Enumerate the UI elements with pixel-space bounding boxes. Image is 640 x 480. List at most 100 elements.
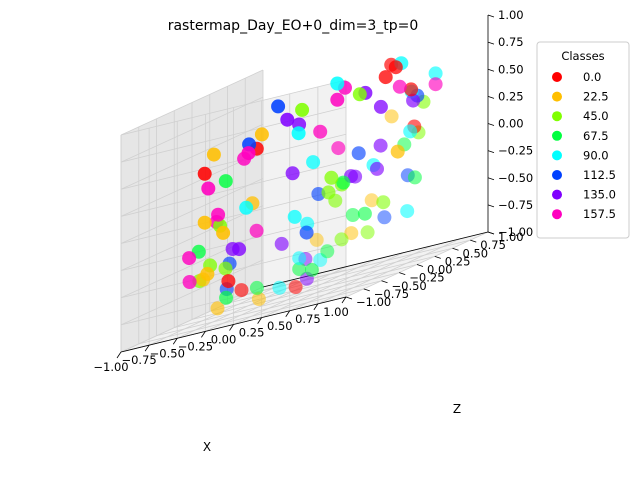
scatter-point bbox=[373, 138, 388, 153]
left-grid-line bbox=[120, 79, 347, 136]
scatter-point bbox=[292, 262, 307, 277]
scatter-point bbox=[406, 93, 421, 108]
scatter-point bbox=[351, 146, 366, 161]
scatter-point bbox=[390, 144, 405, 159]
legend-title: Classes bbox=[561, 49, 604, 63]
scatter-point bbox=[292, 251, 307, 266]
tick-mark bbox=[452, 247, 459, 251]
legend-marker bbox=[552, 150, 562, 161]
scatter-point bbox=[280, 112, 295, 127]
back-grid-line bbox=[120, 123, 264, 190]
tick-mark bbox=[487, 123, 495, 126]
tick-mark bbox=[172, 338, 178, 345]
scatter-point bbox=[210, 301, 225, 316]
scatter-point bbox=[241, 146, 256, 161]
left-grid-line bbox=[120, 106, 347, 163]
scatter-point bbox=[392, 79, 407, 94]
z-tick-label: 0.50 bbox=[498, 62, 524, 76]
left-grid-line bbox=[120, 133, 347, 190]
scatter-point bbox=[360, 225, 375, 240]
scatter-point bbox=[345, 208, 360, 222]
legend-marker bbox=[552, 189, 562, 200]
legend-label: 67.5 bbox=[583, 129, 609, 143]
scatter-point bbox=[352, 87, 367, 102]
scatter-point bbox=[200, 266, 215, 281]
x-tick-label: 1.00 bbox=[323, 305, 349, 319]
tick-mark bbox=[285, 310, 291, 317]
x-tick-label: −0.75 bbox=[121, 353, 156, 367]
scatter-point bbox=[378, 70, 393, 85]
scatter-point bbox=[404, 82, 419, 97]
back-grid-line bbox=[120, 69, 264, 136]
scatter-point bbox=[234, 283, 249, 298]
scatter-point bbox=[272, 280, 287, 295]
scatter-point bbox=[330, 76, 345, 91]
scatter-point bbox=[321, 185, 336, 200]
legend-label: 157.5 bbox=[583, 207, 616, 221]
scatter-point bbox=[211, 207, 226, 222]
back-grid-line bbox=[120, 96, 264, 163]
scatter-point bbox=[370, 161, 384, 176]
scatter-point bbox=[197, 166, 212, 181]
tick-mark bbox=[313, 303, 319, 311]
tick-mark bbox=[144, 344, 150, 352]
legend-label: 22.5 bbox=[583, 90, 609, 104]
x-tick-label: 0.00 bbox=[211, 333, 237, 347]
z-tick-label: −0.75 bbox=[498, 198, 533, 212]
scatter-point bbox=[403, 124, 418, 139]
scatter-point bbox=[295, 102, 310, 117]
tick-mark bbox=[470, 239, 477, 243]
scatter-point bbox=[388, 60, 403, 75]
legend-frame bbox=[536, 41, 630, 239]
x-tick-label: −1.00 bbox=[93, 360, 128, 374]
z-tick-label: −0.25 bbox=[498, 144, 533, 158]
tick-mark bbox=[487, 150, 495, 154]
scatter-point bbox=[249, 280, 264, 295]
floor-grid-line bbox=[261, 252, 404, 318]
tick-mark bbox=[341, 296, 347, 304]
y-tick-label: −0.50 bbox=[392, 279, 427, 293]
left-grid-line bbox=[120, 160, 347, 217]
legend-label: 45.0 bbox=[583, 109, 609, 123]
scatter-point bbox=[287, 209, 302, 224]
scatter-point bbox=[249, 223, 264, 238]
tick-mark bbox=[487, 231, 495, 235]
scatter-point bbox=[336, 175, 351, 190]
scatter-point bbox=[232, 242, 247, 257]
left-grid-line bbox=[120, 188, 347, 244]
scatter-point bbox=[407, 170, 422, 185]
y-tick-label: 1.00 bbox=[498, 230, 524, 244]
floor-grid-line bbox=[289, 245, 432, 312]
scatter-point bbox=[377, 210, 392, 225]
scatter-point bbox=[331, 141, 346, 156]
scatter-point bbox=[304, 262, 319, 277]
scatter-point bbox=[251, 292, 266, 306]
scatter-point bbox=[206, 147, 221, 162]
legend-label: 90.0 bbox=[583, 148, 609, 162]
floor-grid-line bbox=[174, 272, 400, 329]
y-tick-label: 0.50 bbox=[463, 246, 489, 260]
z-tick-label: −0.50 bbox=[498, 171, 533, 185]
scatter-point bbox=[313, 124, 328, 139]
scatter-point bbox=[299, 225, 314, 240]
scatter-point bbox=[271, 99, 286, 114]
tick-labels: −1.00−0.75−0.50−0.250.00 0.25 0.50 0.75 1.00… bbox=[93, 8, 533, 374]
scatter-point bbox=[364, 193, 379, 208]
legend: Classes 0.0 22.5 45.0 67.5 90.0 112.5 135.0 157… bbox=[536, 41, 630, 239]
floor-grid-line bbox=[317, 238, 461, 305]
data-points bbox=[182, 56, 443, 316]
legend-label: 112.5 bbox=[583, 168, 616, 182]
scatter-point bbox=[400, 204, 415, 219]
tick-mark bbox=[201, 331, 206, 338]
x-tick-label: −0.25 bbox=[178, 339, 213, 353]
tick-mark bbox=[487, 95, 495, 99]
scatter-point bbox=[306, 155, 321, 170]
scatter-point bbox=[384, 109, 399, 124]
scatter-point bbox=[309, 232, 324, 247]
tick-mark bbox=[229, 324, 234, 331]
z-tick-label: −1.00 bbox=[498, 225, 533, 239]
scatter-point bbox=[334, 232, 349, 247]
scatter-point bbox=[324, 170, 339, 185]
legend-marker bbox=[552, 111, 562, 122]
scatter-point bbox=[219, 290, 234, 305]
